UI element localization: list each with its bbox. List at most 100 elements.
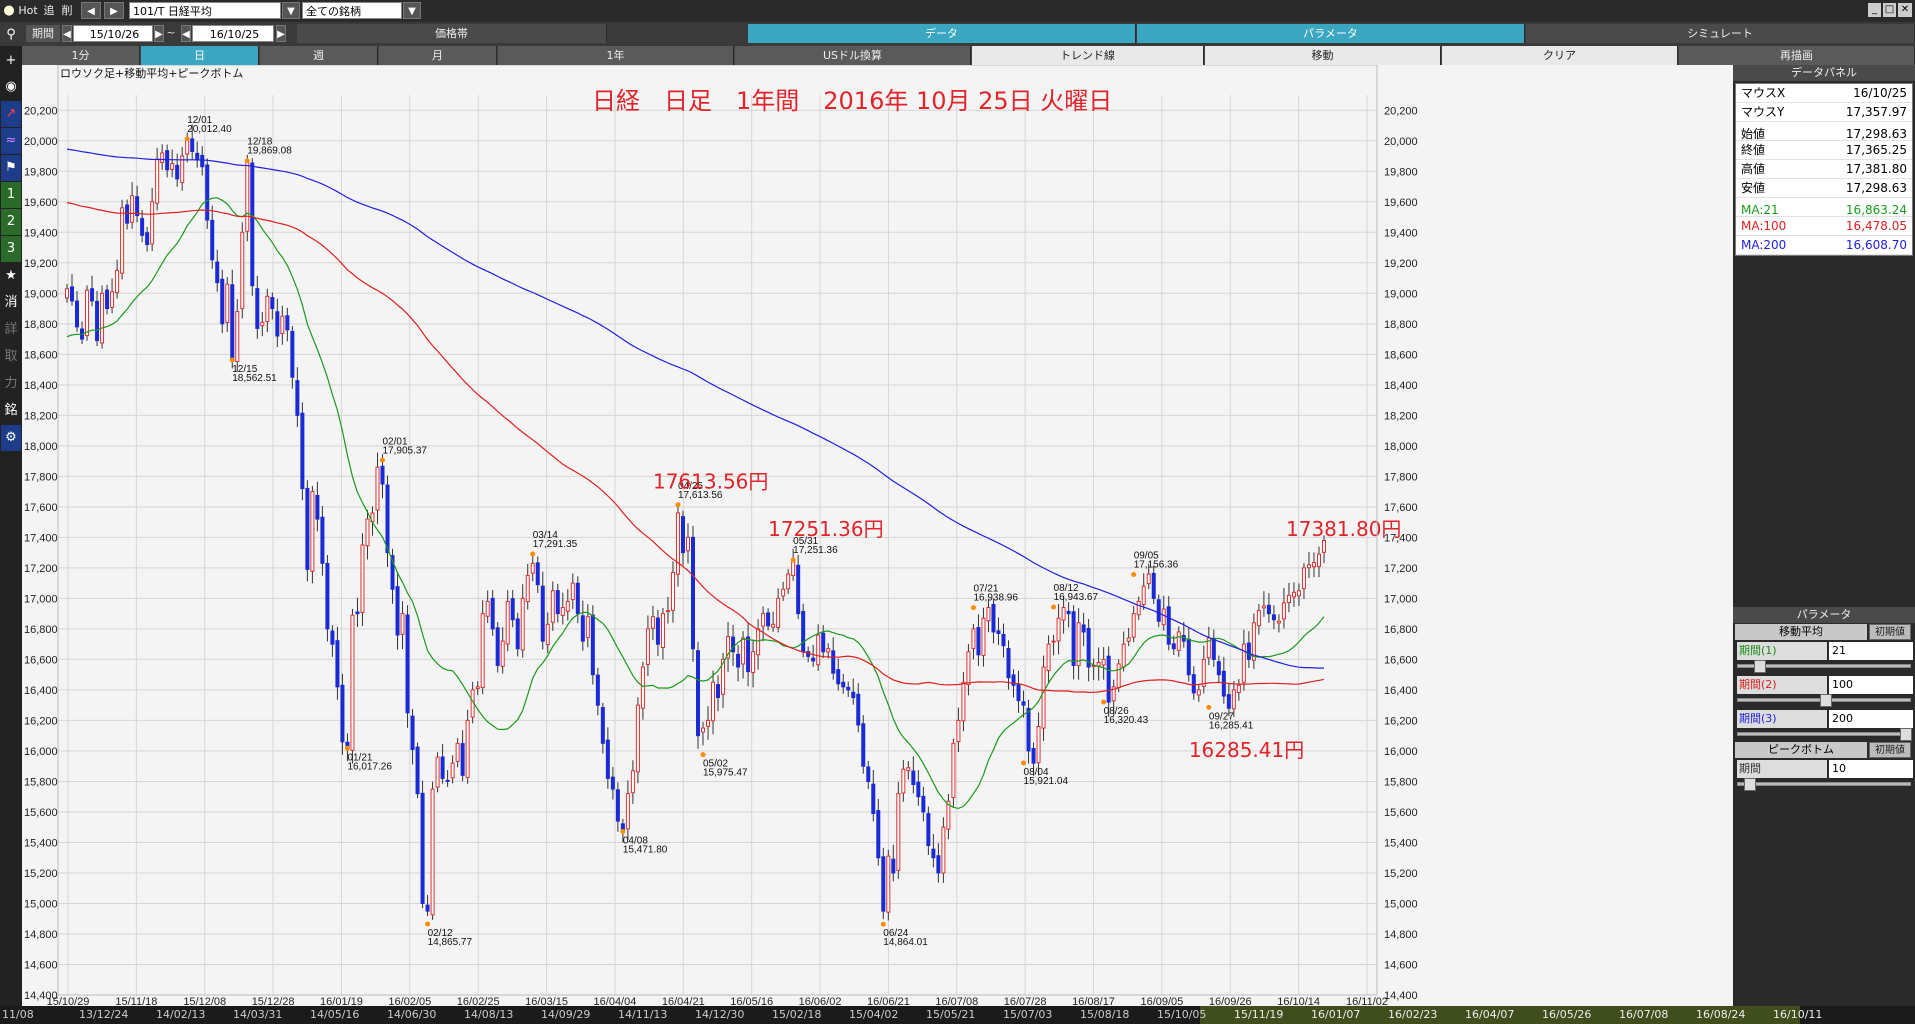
candle — [1066, 610, 1071, 615]
ma-period-3-slider[interactable] — [1737, 728, 1912, 741]
tf-1year[interactable]: 1年 — [498, 46, 734, 65]
candle — [1241, 643, 1246, 683]
pb-reset-button[interactable]: 初期値 — [1869, 742, 1911, 758]
candle — [565, 600, 570, 612]
universe-field[interactable]: 全ての銘柄 — [302, 2, 402, 19]
pb-period-slider[interactable] — [1737, 778, 1911, 791]
timeline-date: 16/05/26 — [1542, 1008, 1592, 1021]
x-tick-label: 16/03/15 — [525, 996, 568, 1006]
ma-reset-button[interactable]: 初期値 — [1869, 624, 1911, 640]
candle — [405, 614, 410, 714]
date-to-next-button[interactable]: ▶ — [276, 25, 286, 42]
chart-red-icon[interactable]: ↗ — [1, 101, 21, 127]
tf-1min[interactable]: 1分 — [22, 46, 140, 65]
clear-button[interactable]: クリア — [1442, 46, 1678, 65]
close-button[interactable]: ✕ — [1898, 3, 1912, 17]
star-icon[interactable]: ★ — [5, 268, 17, 283]
move-button[interactable]: 移動 — [1205, 46, 1441, 65]
universe-dropdown-button[interactable]: ▼ — [403, 2, 421, 19]
date-to-prev-button[interactable]: ◀ — [181, 25, 191, 42]
slider-knob[interactable] — [1900, 728, 1912, 741]
detail-button[interactable]: 詳 — [4, 322, 18, 337]
slider-knob[interactable] — [1754, 660, 1766, 673]
redraw-button[interactable]: 再描画 — [1679, 46, 1915, 65]
trade-button[interactable]: 取 — [4, 349, 18, 364]
erase-button[interactable]: 消 — [4, 295, 18, 310]
tab-price-range[interactable]: 価格帯 — [297, 24, 607, 43]
preset-1-button[interactable]: 1 — [1, 182, 21, 208]
ma-period-1-input[interactable]: 21 — [1829, 642, 1913, 660]
timeline-date: 15/10/05 — [1157, 1008, 1207, 1021]
x-tick-label: 16/11/02 — [1346, 996, 1388, 1006]
candle — [901, 768, 906, 794]
candle — [1291, 591, 1296, 598]
chart-purple-icon[interactable]: ≈ — [1, 128, 21, 154]
date-to-field[interactable]: 16/10/25 — [192, 25, 274, 42]
candle — [1156, 599, 1161, 622]
bottom-timeline[interactable]: 11/08 13/12/24 14/02/13 14/03/31 14/05/16 14/… — [0, 1006, 1915, 1024]
tsui-button[interactable]: 追 — [43, 4, 55, 17]
camera-icon[interactable]: ◉ — [5, 79, 17, 94]
ma-period-3-input[interactable]: 200 — [1829, 710, 1913, 728]
hot-button[interactable]: Hot — [18, 4, 38, 17]
tab-simulate[interactable]: シミュレート — [1526, 24, 1915, 43]
tf-month[interactable]: 月 — [379, 46, 497, 65]
flag-icon[interactable]: ⚑ — [1, 155, 21, 181]
candle — [701, 727, 706, 733]
candle — [295, 380, 300, 416]
forward-arrow-button[interactable]: ▶ — [104, 2, 124, 19]
date-from-prev-button[interactable]: ◀ — [62, 25, 72, 42]
data-row-value: 17,365.25 — [1845, 143, 1907, 157]
power-button[interactable]: 力 — [4, 376, 18, 391]
peak-date-label: 07/21 — [973, 584, 998, 595]
candle — [595, 674, 600, 706]
back-arrow-button[interactable]: ◀ — [81, 2, 101, 19]
chart-area[interactable]: 20,200 20,200 20,000 20,000 19,800 19,800 19,6… — [22, 65, 1733, 1006]
ma-row-key: MA:100 — [1741, 219, 1787, 233]
gear-icon[interactable]: ⚙ — [1, 425, 21, 451]
preset-3-button[interactable]: 3 — [1, 236, 21, 262]
tf-day[interactable]: 日 — [141, 46, 259, 65]
ma-period-2-input[interactable]: 100 — [1829, 676, 1913, 694]
symbol-dropdown-button[interactable]: ▼ — [282, 2, 300, 19]
slider-knob[interactable] — [1820, 694, 1832, 707]
peak-marker — [880, 921, 886, 927]
trendline-button[interactable]: トレンド線 — [972, 46, 1204, 65]
slider-knob[interactable] — [1744, 778, 1756, 791]
crosshair-icon[interactable]: + — [5, 53, 17, 68]
tf-week[interactable]: 週 — [260, 46, 378, 65]
ma-period-2-label: 期間(2) — [1737, 676, 1827, 694]
tab-data[interactable]: データ — [748, 24, 1136, 43]
date-from-next-button[interactable]: ▶ — [154, 25, 164, 42]
candle — [605, 739, 610, 779]
candle — [380, 465, 385, 485]
candle — [135, 196, 140, 217]
candle — [1266, 604, 1271, 615]
ma-period-2-slider[interactable] — [1737, 694, 1911, 707]
candle — [731, 636, 736, 653]
maximize-button[interactable]: □ — [1883, 3, 1896, 17]
symbol-field[interactable]: 101/T 日経平均 — [129, 2, 281, 19]
candle — [75, 300, 80, 328]
candlestick-chart[interactable]: 20,200 20,200 20,000 20,000 19,800 19,800 19,6… — [22, 65, 1733, 1006]
stock-button[interactable]: 銘 — [4, 403, 18, 418]
candle — [425, 904, 430, 912]
ma-period-1-slider[interactable] — [1737, 660, 1911, 673]
search-icon[interactable]: ⚲ — [6, 27, 16, 42]
minimize-button[interactable]: _ — [1868, 3, 1881, 17]
date-from-field[interactable]: 15/10/26 — [73, 25, 153, 42]
peak-value-label: 15,975.47 — [703, 768, 748, 779]
preset-2-button[interactable]: 2 — [1, 209, 21, 235]
candle — [160, 152, 165, 163]
side-panel: データパネル マウスX 16/10/25 マウスY 17,357.97 始値 17,298… — [1733, 65, 1915, 1006]
candle — [670, 571, 675, 611]
pb-period-input[interactable]: 10 — [1829, 760, 1913, 778]
bulb-icon[interactable]: ● — [3, 3, 15, 18]
sakujo-button[interactable]: 削 — [61, 4, 73, 17]
candle — [916, 781, 921, 798]
timeline-selection[interactable] — [1200, 1006, 1800, 1024]
peak-date-label: 02/01 — [383, 436, 408, 447]
x-tick-label: 16/08/17 — [1072, 996, 1115, 1006]
usd-convert-button[interactable]: USドル換算 — [735, 46, 971, 65]
tab-parameter[interactable]: パラメータ — [1137, 24, 1525, 43]
